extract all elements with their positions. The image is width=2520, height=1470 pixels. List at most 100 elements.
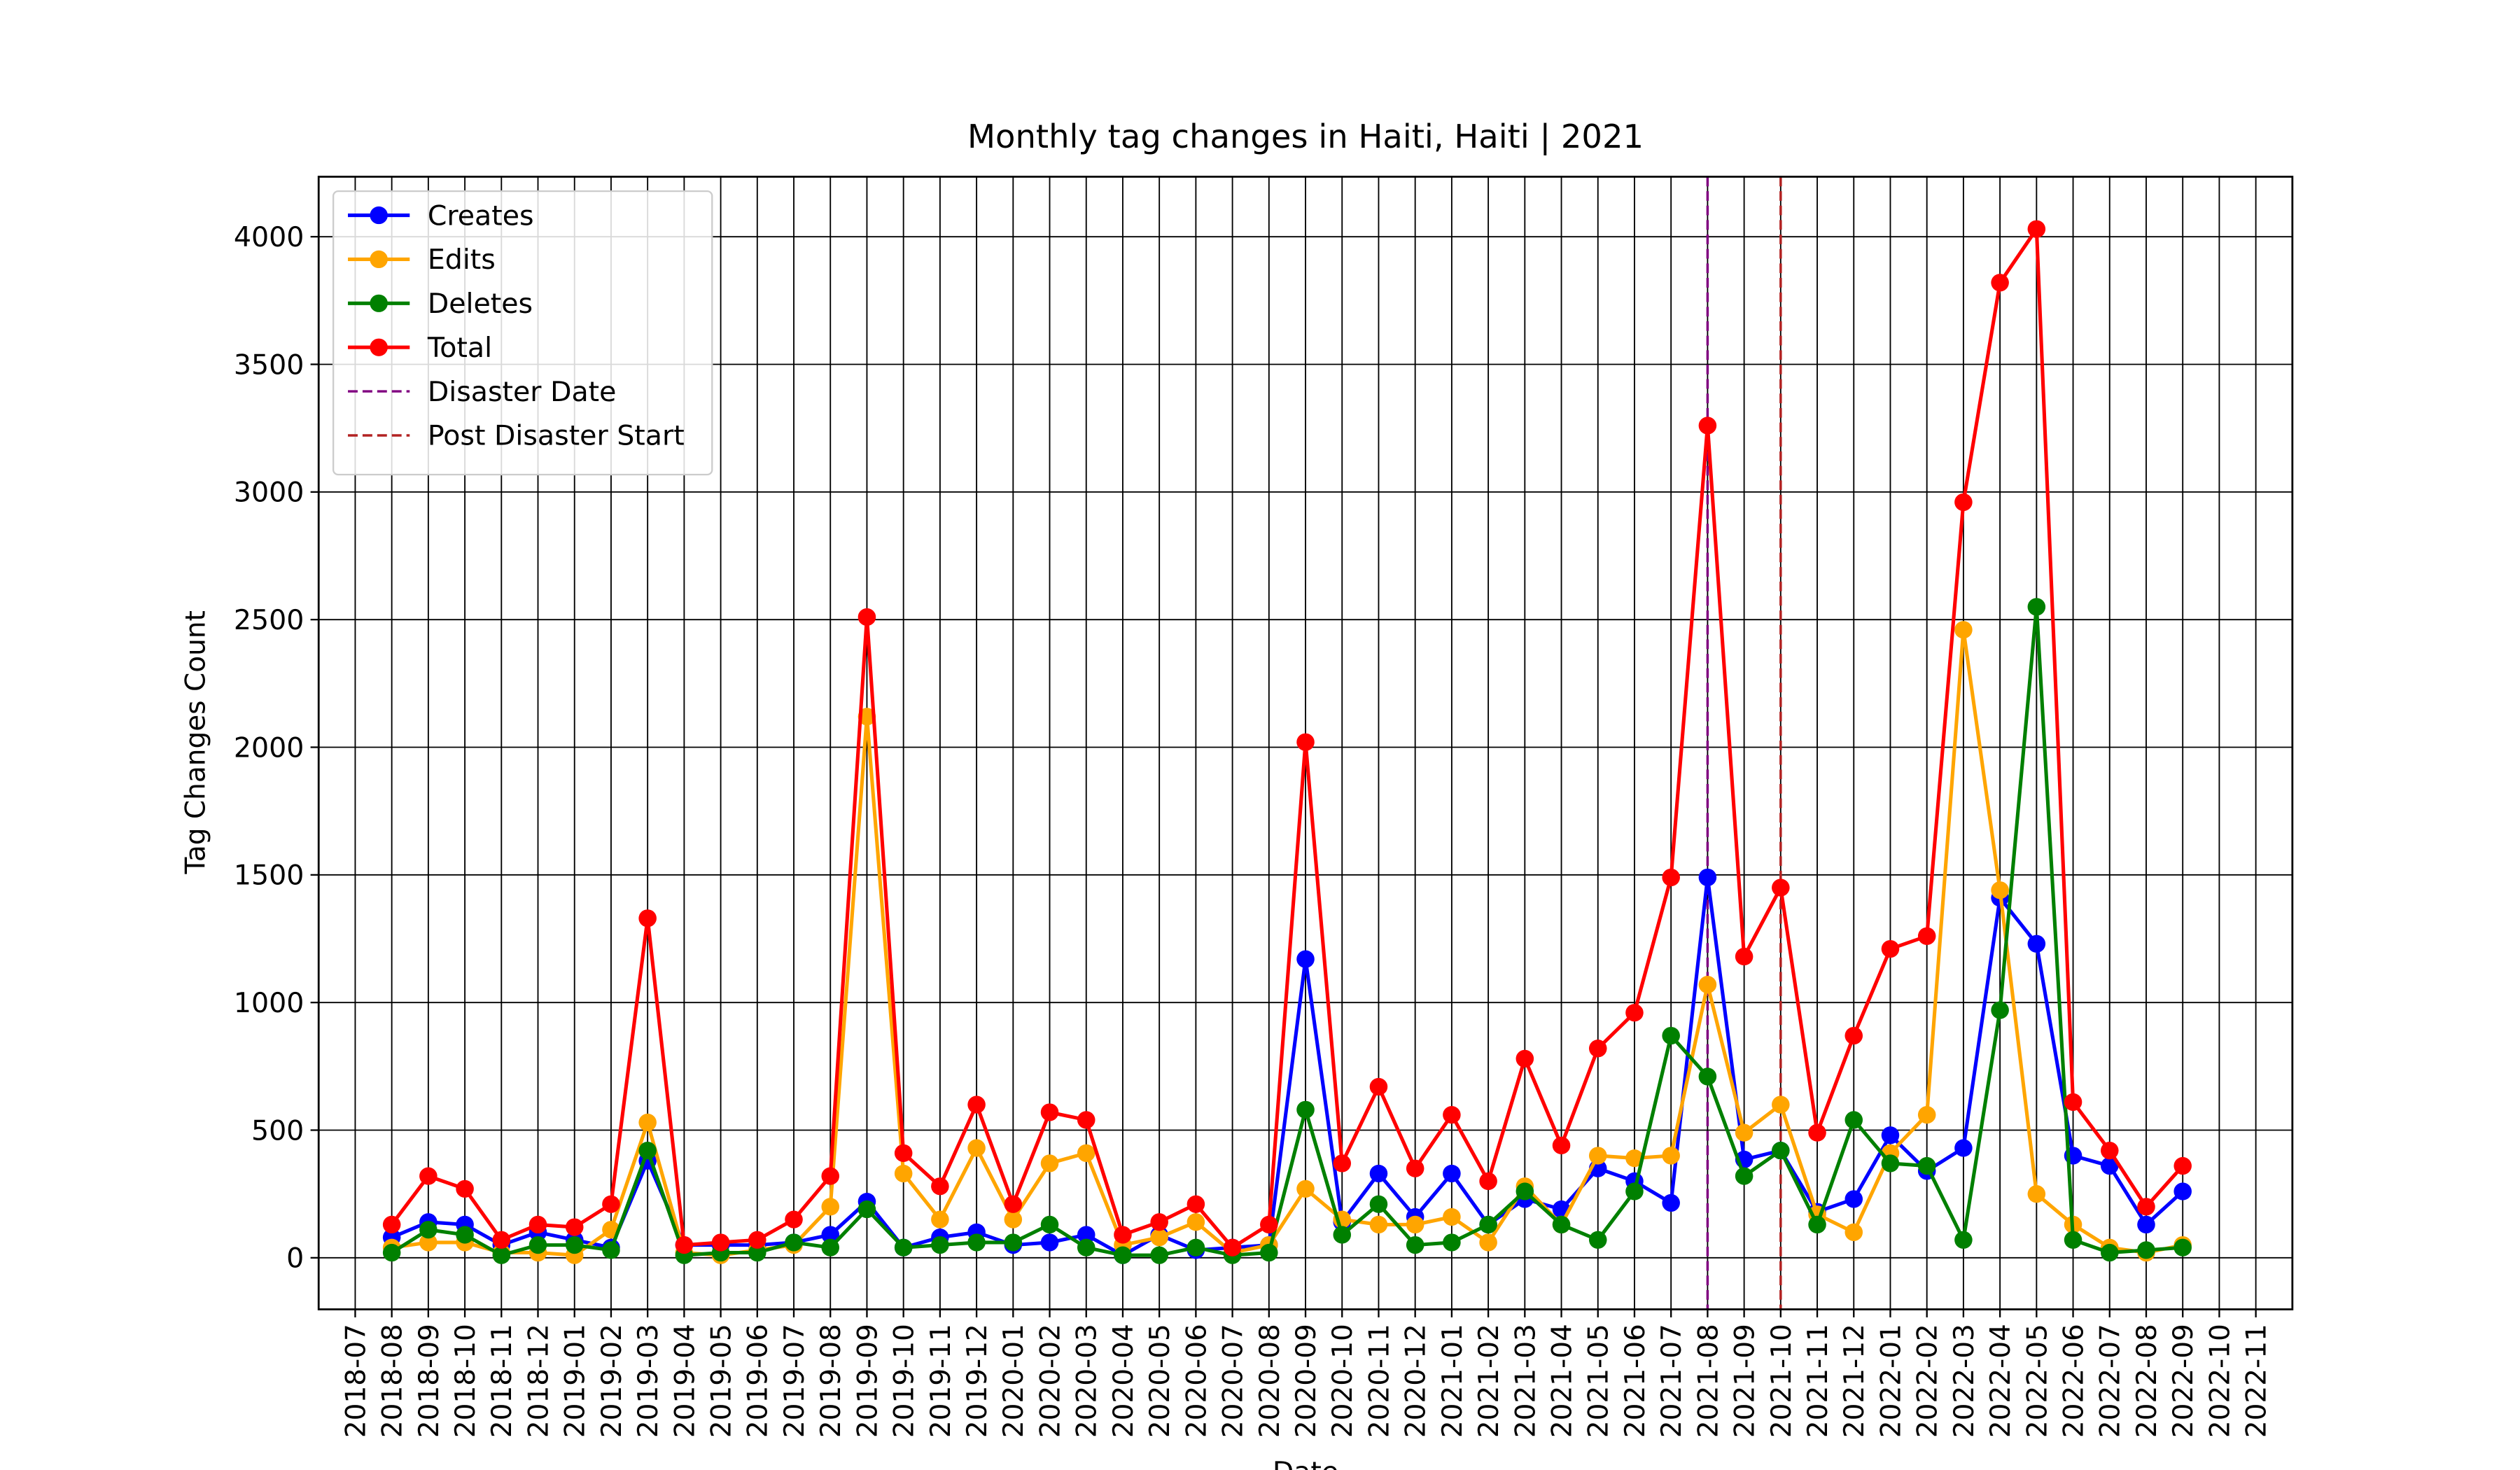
data-point	[931, 1210, 949, 1228]
x-tick-label: 2020-11	[1364, 1324, 1395, 1438]
chart-title: Monthly tag changes in Haiti, Haiti | 20…	[967, 118, 1644, 156]
data-point	[1406, 1236, 1424, 1254]
data-point	[931, 1177, 949, 1196]
data-point	[1406, 1159, 1424, 1177]
x-tick-label: 2020-08	[1254, 1324, 1286, 1438]
x-tick-label: 2020-01	[998, 1324, 1030, 1438]
data-point	[638, 909, 657, 927]
data-point	[1443, 1233, 1461, 1252]
data-point	[821, 1238, 840, 1256]
data-point	[1443, 1105, 1461, 1124]
x-tick-label: 2019-09	[852, 1324, 883, 1438]
data-point	[1004, 1233, 1023, 1252]
data-point	[1077, 1111, 1096, 1129]
x-tick-label: 2021-11	[1802, 1324, 1834, 1438]
data-point	[894, 1164, 913, 1183]
data-point	[1040, 1103, 1059, 1121]
data-point	[1406, 1215, 1424, 1234]
data-point	[1662, 1194, 1680, 1212]
data-point	[1040, 1233, 1059, 1252]
data-point	[1004, 1210, 1023, 1228]
axes-frame	[317, 176, 2294, 1310]
legend-label: Total	[427, 332, 492, 364]
data-point	[1516, 1182, 1534, 1200]
legend-label: Disaster Date	[428, 377, 617, 408]
y-tick-label: 3500	[234, 349, 304, 381]
x-tick-label: 2022-02	[1912, 1324, 1943, 1438]
data-point	[1443, 1208, 1461, 1226]
y-tick-label: 1000	[234, 988, 304, 1019]
data-point	[419, 1221, 438, 1239]
data-point	[1333, 1154, 1352, 1172]
x-tick-label: 2022-05	[2022, 1324, 2053, 1438]
data-point	[821, 1198, 840, 1216]
data-point	[931, 1236, 949, 1254]
x-tick-label: 2021-01	[1437, 1324, 1469, 1438]
x-tick-label: 2020-04	[1108, 1324, 1140, 1438]
data-point	[1260, 1243, 1278, 1262]
data-point	[1698, 416, 1717, 435]
data-point	[894, 1144, 913, 1162]
data-point	[1296, 733, 1315, 751]
data-point	[1443, 1164, 1461, 1183]
data-point	[967, 1139, 986, 1157]
x-tick-label: 2019-12	[962, 1324, 993, 1438]
data-point	[1150, 1246, 1168, 1264]
data-point	[1698, 976, 1717, 994]
data-point	[1040, 1154, 1059, 1172]
data-point	[2174, 1156, 2192, 1175]
x-tick-label: 2022-06	[2058, 1324, 2090, 1438]
data-point	[967, 1233, 986, 1252]
x-tick-label: 2021-04	[1546, 1324, 1578, 1438]
data-point	[1698, 868, 1717, 887]
x-tick-label: 2020-03	[1071, 1324, 1102, 1438]
data-point	[1625, 1149, 1644, 1168]
data-point	[1296, 1100, 1315, 1119]
x-tick-label: 2018-07	[340, 1324, 372, 1438]
data-point	[1735, 1124, 1754, 1142]
data-point	[1772, 1096, 1790, 1114]
data-point	[1917, 927, 1936, 945]
data-point	[456, 1180, 474, 1198]
data-point	[1223, 1238, 1242, 1256]
data-point	[1991, 1001, 2009, 1019]
data-point	[748, 1231, 766, 1249]
data-point	[1881, 1126, 1900, 1144]
data-point	[1333, 1226, 1352, 1244]
data-point	[1077, 1226, 1096, 1244]
data-point	[1186, 1195, 1205, 1213]
x-tick-label: 2021-06	[1620, 1324, 1651, 1438]
data-point	[2027, 934, 2046, 953]
legend-label: Edits	[428, 244, 496, 276]
x-tick-label: 2022-04	[1985, 1324, 2017, 1438]
data-point	[2137, 1241, 2155, 1259]
data-point	[1479, 1233, 1497, 1252]
data-point	[1150, 1228, 1168, 1247]
legend-label: Post Disaster Start	[428, 421, 685, 452]
data-point	[492, 1231, 511, 1249]
legend-label: Deletes	[428, 288, 533, 320]
legend-marker	[370, 338, 388, 356]
data-point	[1954, 621, 1973, 639]
data-point	[1296, 1180, 1315, 1198]
data-point	[1077, 1144, 1096, 1162]
data-point	[1772, 878, 1790, 897]
data-point	[382, 1215, 401, 1234]
data-point	[1735, 1167, 1754, 1185]
data-point	[1625, 1182, 1644, 1200]
x-tick-label: 2022-11	[2241, 1324, 2272, 1438]
x-tick-label: 2019-10	[888, 1324, 920, 1438]
data-point	[1479, 1215, 1497, 1234]
data-point	[1917, 1105, 1936, 1124]
legend-box	[332, 190, 713, 476]
y-axis-label: Tag Changes Count	[180, 610, 211, 874]
data-point	[1917, 1156, 1936, 1175]
legend: Creates Edits Deletes Total Disaster Date Pos…	[332, 190, 713, 476]
data-point	[1552, 1215, 1571, 1234]
y-tick-label: 3000	[234, 477, 304, 509]
x-tick-label: 2022-10	[2204, 1324, 2236, 1438]
x-tick-label: 2019-01	[559, 1324, 591, 1438]
y-tick-label: 2000	[234, 732, 304, 764]
data-point	[1662, 1147, 1680, 1165]
